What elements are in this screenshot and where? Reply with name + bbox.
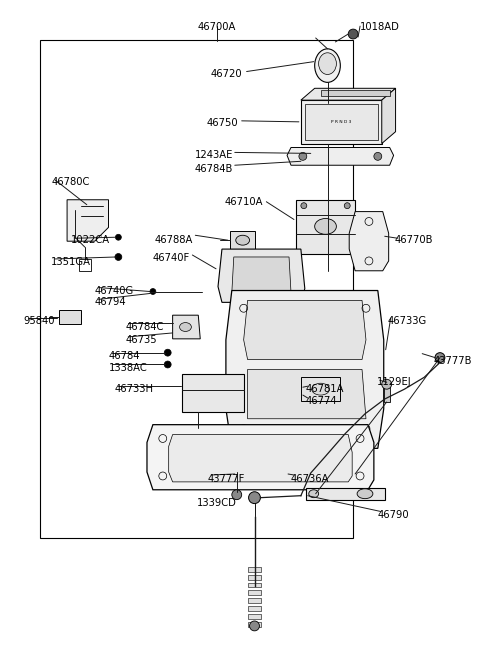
Polygon shape [349, 212, 389, 271]
Polygon shape [244, 300, 366, 359]
Circle shape [382, 379, 392, 389]
Circle shape [374, 152, 382, 160]
Bar [384, 384, 390, 402]
Ellipse shape [357, 489, 373, 499]
Ellipse shape [180, 323, 192, 331]
Bar [248, 567, 262, 571]
Text: 43777B: 43777B [434, 356, 472, 365]
Text: 46750: 46750 [206, 118, 238, 128]
Text: 46774: 46774 [306, 396, 337, 406]
Text: 1339CD: 1339CD [197, 498, 237, 508]
Text: 46733H: 46733H [114, 384, 154, 394]
Text: 46788A: 46788A [155, 236, 193, 245]
Text: 46770B: 46770B [395, 236, 433, 245]
Polygon shape [321, 91, 390, 96]
Circle shape [301, 203, 307, 209]
Text: 46710A: 46710A [225, 197, 264, 207]
Polygon shape [168, 434, 352, 482]
Text: 1018AD: 1018AD [360, 22, 400, 32]
Ellipse shape [309, 490, 319, 498]
Polygon shape [218, 249, 305, 302]
Text: 46736A: 46736A [291, 474, 329, 484]
Text: 46784: 46784 [108, 351, 140, 361]
Bar [248, 575, 262, 579]
Polygon shape [230, 232, 255, 249]
Polygon shape [232, 257, 291, 293]
Polygon shape [382, 89, 396, 144]
Circle shape [164, 361, 171, 368]
Circle shape [232, 490, 242, 500]
Ellipse shape [319, 52, 336, 75]
Polygon shape [287, 148, 394, 165]
Circle shape [164, 349, 171, 356]
Circle shape [299, 152, 307, 160]
Bar [248, 598, 262, 604]
Polygon shape [67, 200, 108, 241]
Circle shape [115, 253, 122, 260]
Circle shape [250, 621, 259, 631]
Ellipse shape [194, 428, 202, 435]
Circle shape [435, 353, 445, 363]
Bar [248, 606, 262, 611]
Circle shape [344, 203, 350, 209]
Text: 46781A: 46781A [306, 384, 344, 394]
Ellipse shape [315, 218, 336, 234]
Circle shape [348, 29, 358, 39]
Bar [248, 583, 262, 587]
Text: 1022CA: 1022CA [71, 236, 110, 245]
Text: 46784B: 46784B [194, 164, 233, 174]
Text: 46740G: 46740G [95, 285, 134, 296]
Bar [40, 40, 353, 539]
Circle shape [150, 289, 156, 295]
Polygon shape [305, 104, 378, 140]
Text: 1338AC: 1338AC [108, 363, 147, 373]
Polygon shape [301, 377, 340, 401]
Text: 46740F: 46740F [152, 253, 190, 263]
Text: 46720: 46720 [211, 69, 243, 79]
Text: 95840: 95840 [24, 316, 55, 326]
Text: 46735: 46735 [125, 335, 157, 345]
Polygon shape [296, 200, 355, 254]
Ellipse shape [315, 49, 340, 83]
Polygon shape [59, 310, 81, 324]
Circle shape [249, 492, 261, 504]
Bar [248, 622, 262, 627]
Polygon shape [301, 100, 382, 144]
Ellipse shape [236, 236, 250, 245]
Text: 1243AE: 1243AE [194, 150, 233, 161]
Text: 46700A: 46700A [198, 22, 236, 32]
Ellipse shape [312, 383, 329, 395]
Text: P R N D 3: P R N D 3 [331, 120, 351, 124]
Polygon shape [306, 488, 384, 500]
Polygon shape [301, 89, 396, 100]
Polygon shape [182, 375, 244, 412]
Text: 46733G: 46733G [388, 316, 427, 326]
Text: 43777F: 43777F [207, 474, 244, 484]
Text: 46780C: 46780C [51, 177, 90, 187]
Text: 1129EJ: 1129EJ [377, 377, 411, 387]
Text: 46790: 46790 [378, 510, 409, 520]
Text: 46794: 46794 [95, 297, 126, 308]
Circle shape [115, 234, 121, 240]
Polygon shape [226, 291, 384, 448]
Polygon shape [248, 369, 366, 419]
Text: 1351GA: 1351GA [51, 257, 91, 267]
Bar [248, 590, 262, 596]
Polygon shape [147, 424, 374, 490]
Text: 46784C: 46784C [125, 322, 164, 332]
Bar [248, 614, 262, 619]
Polygon shape [173, 315, 200, 339]
